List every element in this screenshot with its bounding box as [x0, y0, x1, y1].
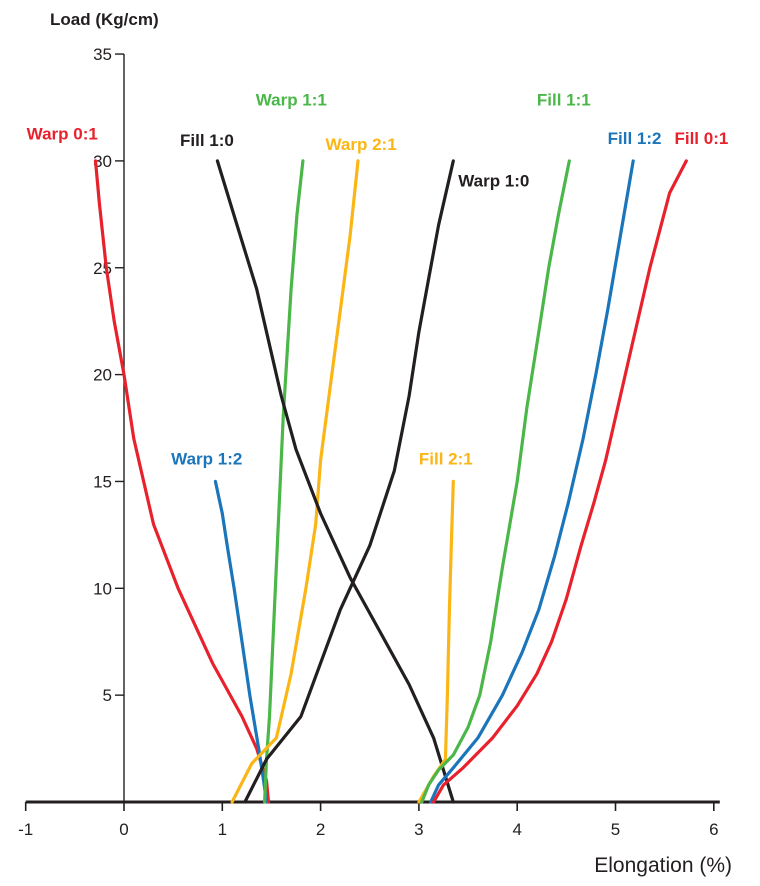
x-tick-label: 5: [611, 820, 620, 839]
x-tick-label: 6: [709, 820, 718, 839]
axes: [25, 54, 720, 804]
x-tick-label: 4: [512, 820, 521, 839]
series-label-fill-2-1: Fill 2:1: [419, 449, 473, 468]
x-tick-label: 1: [218, 820, 227, 839]
y-tick-label: 35: [93, 45, 112, 64]
y-tick-label: 30: [93, 152, 112, 171]
series-label-fill-1-0: Fill 1:0: [180, 131, 234, 150]
series-line-fill-0-1: [432, 159, 688, 804]
x-tick-label: 2: [316, 820, 325, 839]
y-tick-label: 20: [93, 366, 112, 385]
tick-group: -1 0 1 2 3 4 5 6 5 10 15 20 25 30 35: [18, 45, 718, 839]
series-label-warp-1-0: Warp 1:0: [458, 172, 529, 191]
y-tick-label: 10: [93, 579, 112, 598]
y-axis-title: Load (Kg/cm): [50, 10, 159, 29]
series-label-group: Warp 0:1 Fill 1:0 Warp 1:1 Warp 2:1 Warp 1:0…: [27, 90, 729, 468]
series-line-fill-1-2: [429, 159, 635, 804]
series-line-fill-1-0: [215, 159, 455, 804]
series-line-warp-0-1: [93, 159, 271, 804]
series-line-warp-2-1: [230, 159, 360, 804]
series-label-fill-0-1: Fill 0:1: [674, 129, 728, 148]
y-tick-label: 25: [93, 259, 112, 278]
series-label-warp-2-1: Warp 2:1: [326, 135, 397, 154]
series-line-fill-1-1: [420, 159, 571, 804]
x-axis-title: Elongation (%): [594, 854, 732, 877]
series-label-warp-1-1: Warp 1:1: [256, 90, 327, 109]
series-line-fill-2-1: [417, 479, 455, 804]
series-group: [93, 159, 688, 804]
x-tick-label: -1: [18, 820, 33, 839]
series-label-fill-1-2: Fill 1:2: [608, 129, 662, 148]
x-tick-label: 3: [414, 820, 423, 839]
series-label-warp-0-1: Warp 0:1: [27, 125, 98, 144]
series-label-fill-1-1: Fill 1:1: [537, 90, 591, 109]
x-tick-label: 0: [119, 820, 128, 839]
y-tick-label: 5: [103, 686, 112, 705]
series-line-warp-1-0: [243, 159, 455, 804]
y-tick-label: 15: [93, 472, 112, 491]
series-label-warp-1-2: Warp 1:2: [171, 449, 242, 468]
